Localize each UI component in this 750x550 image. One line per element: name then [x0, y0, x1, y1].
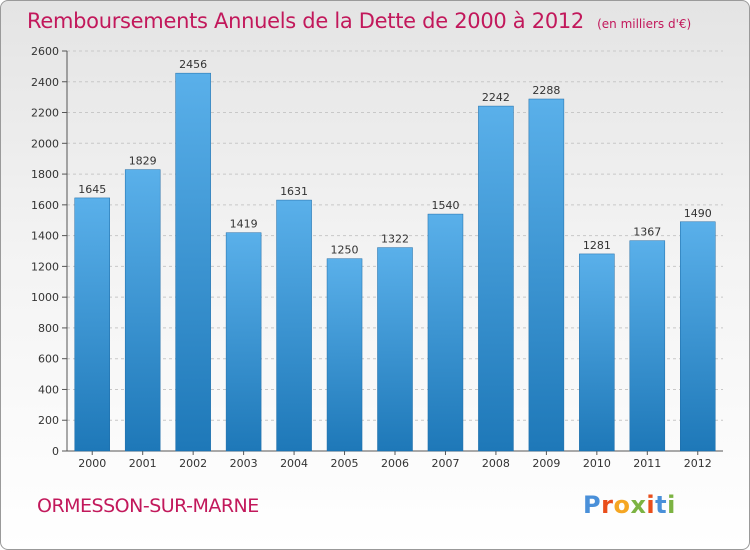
y-tick-label: 200: [38, 414, 59, 427]
y-tick-label: 1600: [31, 199, 59, 212]
x-tick-label: 2000: [78, 457, 106, 470]
y-tick-label: 2400: [31, 76, 59, 89]
title-row: Remboursements Annuels de la Dette de 20…: [27, 9, 691, 33]
data-label: 1250: [331, 244, 359, 257]
y-tick-label: 1400: [31, 230, 59, 243]
y-tick-label: 0: [52, 445, 59, 458]
data-label: 2456: [179, 58, 207, 71]
y-tick-label: 1200: [31, 260, 59, 273]
data-label: 1631: [280, 185, 308, 198]
bar: [175, 72, 211, 452]
logo-letter: i: [667, 491, 676, 519]
bar: [478, 105, 514, 452]
chart-title: Remboursements Annuels de la Dette de 20…: [27, 9, 584, 33]
data-labels: 1645 1829 2456 1419 1631 1250 1322 1540 2242 2288…: [78, 58, 712, 257]
bar: [680, 221, 716, 452]
bar: [427, 213, 464, 452]
logo-letter: i: [646, 491, 656, 519]
data-label: 2242: [482, 91, 510, 104]
proxiti-logo[interactable]: Proxiti: [583, 491, 676, 519]
y-tick-label: 2600: [31, 45, 59, 58]
logo-letter: x: [630, 491, 647, 519]
bar: [629, 240, 666, 452]
x-tick-label: 2007: [431, 457, 459, 470]
logo-letter: o: [613, 491, 631, 519]
data-label: 1322: [381, 233, 409, 246]
data-label: 1645: [78, 183, 106, 196]
logo-letter: P: [583, 491, 602, 519]
y-tick-label: 800: [38, 322, 59, 335]
data-label: 2288: [532, 84, 560, 97]
x-tick-label: 2012: [684, 457, 712, 470]
y-tick-label: 2000: [31, 137, 59, 150]
data-label: 1281: [583, 239, 611, 252]
y-tick-label: 1800: [31, 168, 59, 181]
x-tick-label: 2004: [280, 457, 308, 470]
x-tick-label: 2008: [482, 457, 510, 470]
bar: [326, 258, 363, 452]
x-tick-label: 2005: [331, 457, 359, 470]
y-tick-label: 2200: [31, 107, 59, 120]
data-label: 1540: [431, 199, 459, 212]
bar: [528, 98, 565, 452]
bar: [579, 253, 615, 452]
logo-letter: r: [601, 491, 614, 519]
x-tick-label: 2002: [179, 457, 207, 470]
x-tick-label: 2006: [381, 457, 409, 470]
x-tick-label: 2011: [633, 457, 661, 470]
bar: [124, 169, 161, 452]
city-name: ORMESSON-SUR-MARNE: [37, 495, 259, 517]
y-tick-label: 1000: [31, 291, 59, 304]
bar: [225, 232, 262, 452]
chart-subtitle: (en milliers d'€): [597, 17, 692, 31]
bar: [276, 199, 312, 452]
data-label: 1367: [633, 226, 661, 239]
x-tick-label: 2010: [583, 457, 611, 470]
y-tick-label: 600: [38, 353, 59, 366]
x-tick-label: 2001: [129, 457, 157, 470]
y-tick-label: 400: [38, 383, 59, 396]
data-label: 1829: [129, 155, 157, 168]
logo-letter: t: [655, 491, 668, 519]
bar: [377, 247, 413, 452]
x-tick-label: 2003: [230, 457, 258, 470]
x-tick-label: 2009: [532, 457, 560, 470]
data-label: 1419: [230, 218, 258, 231]
data-label: 1490: [684, 207, 712, 220]
bar: [74, 197, 110, 452]
bars: [74, 72, 716, 452]
